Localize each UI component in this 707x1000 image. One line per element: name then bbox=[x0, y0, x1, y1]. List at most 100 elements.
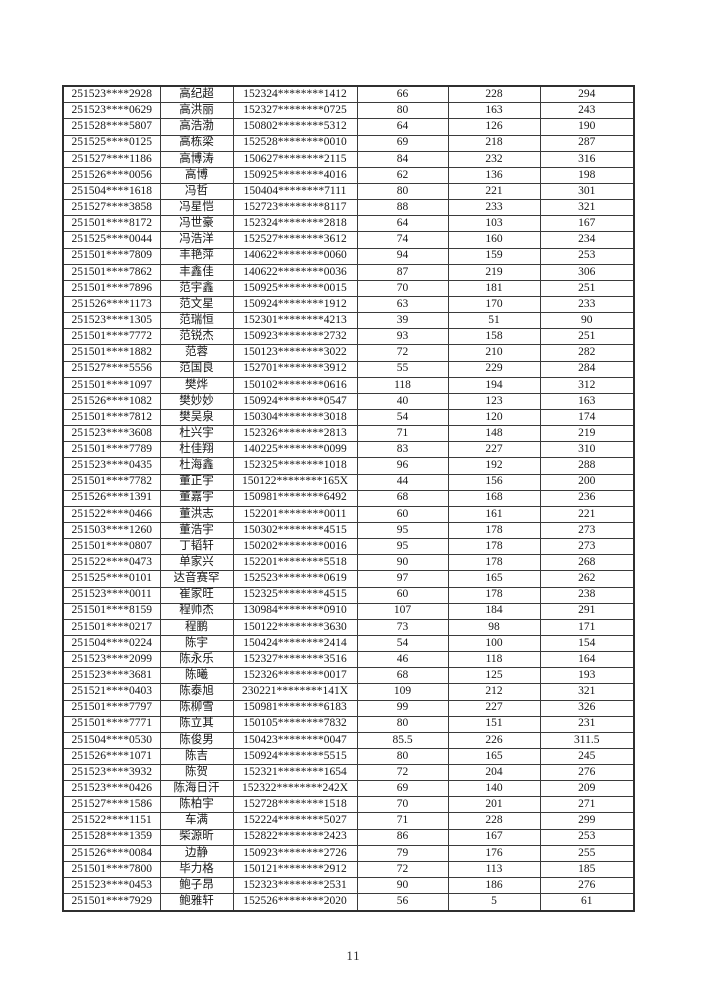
candidate-name-cell: 高博 bbox=[159, 166, 234, 185]
score-2-cell: 159 bbox=[447, 247, 541, 265]
exam-number-cell: 251523****2928 bbox=[62, 85, 161, 104]
exam-number-cell: 251527****1586 bbox=[62, 796, 161, 814]
exam-number-cell: 251501****7782 bbox=[62, 473, 161, 491]
total-score-cell: 294 bbox=[539, 85, 635, 104]
total-score-cell: 251 bbox=[539, 279, 635, 297]
score-2-cell: 194 bbox=[447, 376, 541, 394]
id-number-cell: 150122********165X bbox=[232, 473, 358, 491]
total-score-cell: 262 bbox=[539, 570, 635, 588]
id-number-cell: 152322********242X bbox=[232, 780, 358, 798]
exam-number-cell: 251501****0807 bbox=[62, 538, 161, 556]
total-score-cell: 255 bbox=[539, 844, 635, 862]
candidate-name-cell: 冯哲 bbox=[159, 182, 234, 201]
score-2-cell: 148 bbox=[447, 425, 541, 443]
exam-number-cell: 251523****2099 bbox=[62, 651, 161, 669]
exam-number-cell: 251528****5807 bbox=[62, 118, 161, 136]
score-1-cell: 68 bbox=[356, 667, 449, 685]
score-2-cell: 126 bbox=[447, 118, 541, 136]
score-2-cell: 228 bbox=[447, 812, 541, 830]
candidate-name-cell: 董洪志 bbox=[159, 505, 234, 523]
candidate-name-cell: 樊烨 bbox=[159, 376, 234, 394]
id-number-cell: 150424********2414 bbox=[232, 634, 358, 653]
score-2-cell: 156 bbox=[447, 473, 541, 491]
total-score-cell: 321 bbox=[539, 199, 635, 217]
total-score-cell: 238 bbox=[539, 586, 635, 604]
score-1-cell: 63 bbox=[356, 295, 449, 314]
candidate-name-cell: 丁韬轩 bbox=[159, 538, 234, 556]
id-number-cell: 152323********2531 bbox=[232, 877, 358, 895]
exam-number-cell: 251526****0084 bbox=[62, 844, 161, 862]
score-1-cell: 73 bbox=[356, 618, 449, 636]
table-row: 251521****0403 陈泰旭 230221********141X 109 21… bbox=[62, 683, 635, 701]
candidate-name-cell: 董浩宇 bbox=[159, 521, 234, 540]
id-number-cell: 150627********2115 bbox=[232, 150, 358, 168]
score-1-cell: 54 bbox=[356, 408, 449, 427]
table-row: 251501****7896 范宇鑫 150925********0015 70 181… bbox=[62, 279, 635, 297]
score-1-cell: 54 bbox=[356, 634, 449, 653]
table-row: 251526****1391 董嘉宇 150981********6492 68 168… bbox=[62, 489, 635, 507]
table-row: 251523****3932 陈贺 152321********1654 72 204 2… bbox=[62, 764, 635, 782]
id-number-cell: 150802********5312 bbox=[232, 118, 358, 136]
table-row: 251501****7812 樊吴泉 150304********3018 54 120… bbox=[62, 408, 635, 427]
candidate-name-cell: 程鹏 bbox=[159, 618, 234, 636]
exam-number-cell: 251523****3681 bbox=[62, 667, 161, 685]
table-row: 251501****7782 董正宇 150122********165X 44 156… bbox=[62, 473, 635, 491]
score-1-cell: 97 bbox=[356, 570, 449, 588]
table-row: 251501****7771 陈立其 150105********7832 80 151… bbox=[62, 715, 635, 733]
total-score-cell: 287 bbox=[539, 134, 635, 152]
exam-number-cell: 251501****7797 bbox=[62, 699, 161, 717]
candidate-name-cell: 董嘉宇 bbox=[159, 489, 234, 507]
id-number-cell: 150925********4016 bbox=[232, 166, 358, 185]
score-1-cell: 46 bbox=[356, 651, 449, 669]
table-row: 251526****1082 樊妙妙 150924********0547 40 123… bbox=[62, 392, 635, 410]
score-2-cell: 140 bbox=[447, 780, 541, 798]
score-2-cell: 219 bbox=[447, 263, 541, 281]
score-1-cell: 64 bbox=[356, 118, 449, 136]
score-2-cell: 176 bbox=[447, 844, 541, 862]
score-1-cell: 71 bbox=[356, 425, 449, 443]
table-row: 251501****8172 冯世豪 152324********2818 64 103… bbox=[62, 215, 635, 233]
id-number-cell: 150981********6492 bbox=[232, 489, 358, 507]
score-2-cell: 165 bbox=[447, 747, 541, 766]
table-row: 251526****0056 高博 150925********4016 62 136 1… bbox=[62, 166, 635, 185]
id-number-cell: 150123********3022 bbox=[232, 344, 358, 362]
candidate-name-cell: 陈俊男 bbox=[159, 731, 234, 749]
exam-number-cell: 251523****0426 bbox=[62, 780, 161, 798]
id-number-cell: 150304********3018 bbox=[232, 408, 358, 427]
table-row: 251526****1173 范文星 150924********1912 63 170… bbox=[62, 295, 635, 314]
exam-number-cell: 251527****1186 bbox=[62, 150, 161, 168]
score-2-cell: 125 bbox=[447, 667, 541, 685]
score-2-cell: 232 bbox=[447, 150, 541, 168]
score-2-cell: 227 bbox=[447, 441, 541, 459]
table-row: 251501****7797 陈柳雪 150981********6183 99 227… bbox=[62, 699, 635, 717]
total-score-cell: 236 bbox=[539, 489, 635, 507]
total-score-cell: 90 bbox=[539, 312, 635, 330]
score-1-cell: 84 bbox=[356, 150, 449, 168]
total-score-cell: 311.5 bbox=[539, 731, 635, 749]
candidate-name-cell: 陈泰旭 bbox=[159, 683, 234, 701]
candidate-name-cell: 冯浩洋 bbox=[159, 231, 234, 249]
exam-number-cell: 251501****7809 bbox=[62, 247, 161, 265]
score-1-cell: 90 bbox=[356, 554, 449, 572]
id-number-cell: 152528********0010 bbox=[232, 134, 358, 152]
table-row: 251501****1097 樊烨 150102********0616 118 194… bbox=[62, 376, 635, 394]
total-score-cell: 291 bbox=[539, 602, 635, 620]
score-1-cell: 56 bbox=[356, 893, 449, 912]
exam-number-cell: 251523****0011 bbox=[62, 586, 161, 604]
total-score-cell: 193 bbox=[539, 667, 635, 685]
candidate-name-cell: 范文星 bbox=[159, 295, 234, 314]
total-score-cell: 276 bbox=[539, 877, 635, 895]
table-row: 251523****0629 高洪丽 152327********0725 80 163… bbox=[62, 102, 635, 120]
table-row: 251523****3608 杜兴宇 152326********2813 71 148… bbox=[62, 425, 635, 443]
total-score-cell: 310 bbox=[539, 441, 635, 459]
total-score-cell: 276 bbox=[539, 764, 635, 782]
exam-number-cell: 251523****3932 bbox=[62, 764, 161, 782]
table-row: 251504****1618 冯哲 150404********7111 80 221 3… bbox=[62, 182, 635, 201]
total-score-cell: 221 bbox=[539, 505, 635, 523]
total-score-cell: 171 bbox=[539, 618, 635, 636]
exam-number-cell: 251504****1618 bbox=[62, 182, 161, 201]
candidate-name-cell: 崔家旺 bbox=[159, 586, 234, 604]
exam-number-cell: 251527****3858 bbox=[62, 199, 161, 217]
exam-number-cell: 251501****7862 bbox=[62, 263, 161, 281]
id-number-cell: 150925********0015 bbox=[232, 279, 358, 297]
